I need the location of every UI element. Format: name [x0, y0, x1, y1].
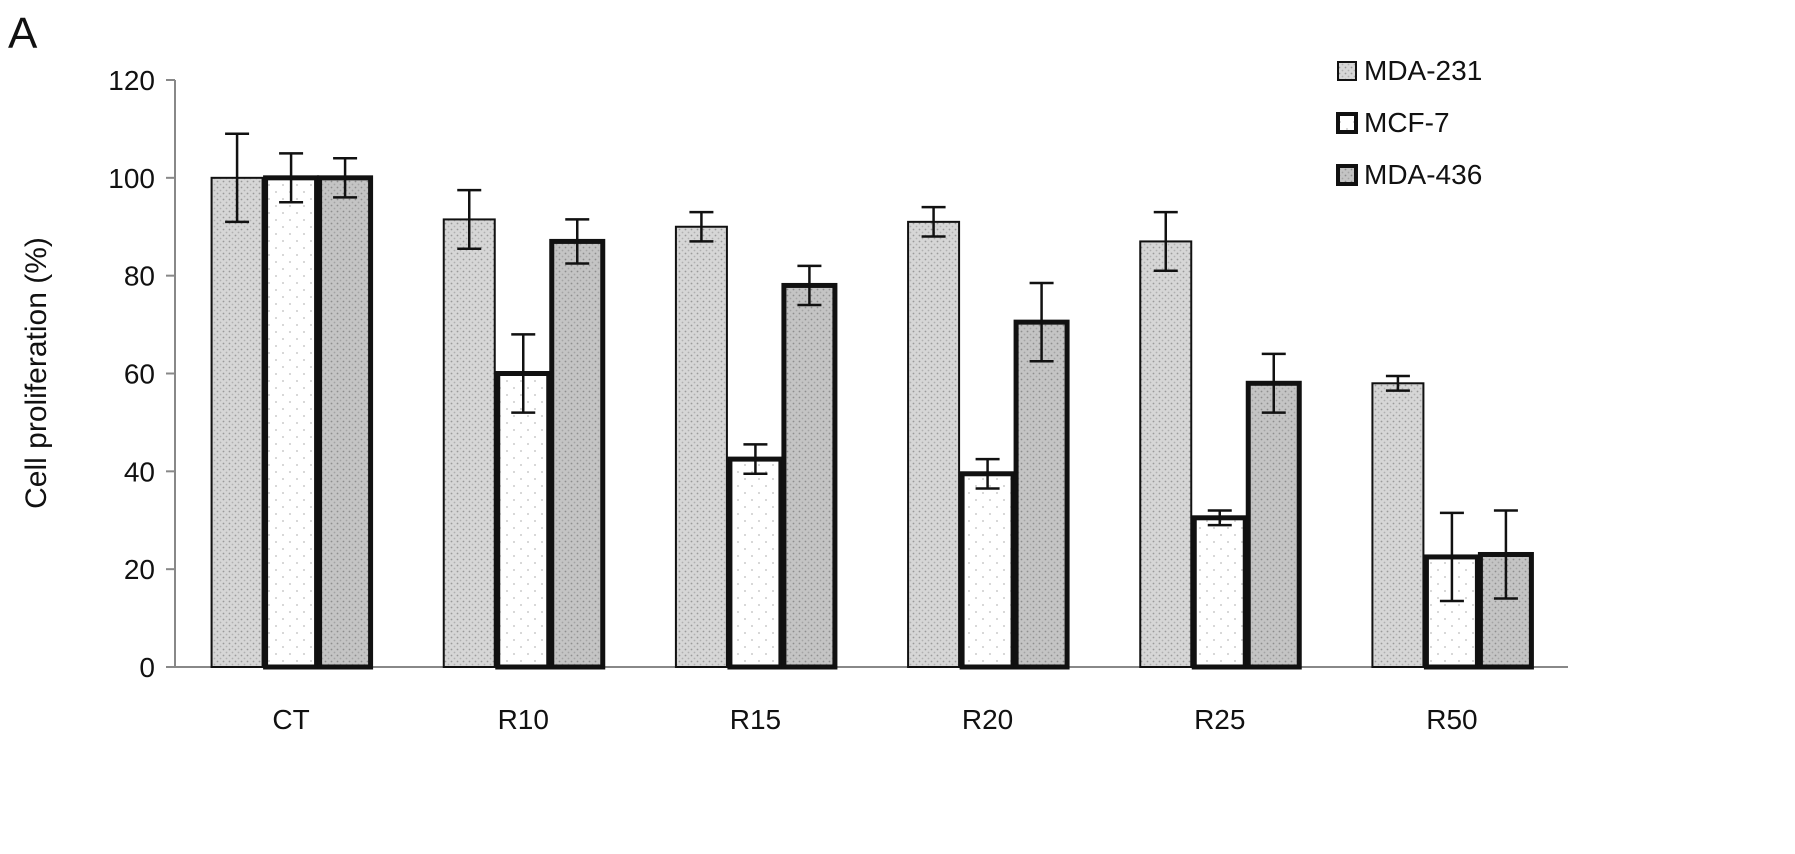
bar-mda231-r10 — [442, 218, 496, 668]
error-bar-mcf7-r10 — [511, 333, 536, 414]
y-tick-label-1: 20 — [124, 554, 155, 585]
error-bar-mcf7-r15 — [743, 443, 768, 476]
x-tick-label-r25: R25 — [1194, 704, 1245, 735]
y-tick-label-3: 60 — [124, 359, 155, 390]
error-bar-mda436-r10 — [565, 218, 590, 265]
bar-mda436-r20 — [1013, 319, 1070, 670]
error-bar-mda231-r25 — [1153, 210, 1178, 273]
bar-mda231-r15 — [674, 225, 728, 668]
bar-mda436-ct — [317, 175, 374, 670]
y-tick-label-0: 0 — [139, 652, 155, 683]
error-bar-mda231-r20 — [921, 205, 946, 238]
bar-mda231-r20 — [907, 220, 961, 668]
x-tick-label-r15: R15 — [730, 704, 781, 735]
bars-layer — [210, 175, 1534, 670]
y-tick-label-5: 100 — [108, 163, 155, 194]
error-bar-mda436-r25 — [1261, 352, 1286, 414]
x-axis: CT R10 R15 R20 R25 R50 — [175, 666, 1568, 735]
bar-mcf7-r15 — [727, 456, 784, 670]
error-bar-mda231-r50 — [1385, 374, 1410, 392]
legend-label: MDA-231 — [1364, 55, 1482, 86]
error-bar-mcf7-ct — [279, 152, 304, 204]
bar-mda436-r10 — [549, 238, 606, 670]
error-bars-layer — [225, 132, 1518, 603]
bar-mda231-r50 — [1371, 382, 1425, 668]
legend-label: MDA-436 — [1364, 159, 1482, 190]
bar-mcf7-r10 — [495, 371, 552, 670]
error-bar-mda231-ct — [225, 132, 250, 224]
y-tick-label-6: 120 — [108, 65, 155, 96]
bar-mda231-r25 — [1139, 240, 1193, 669]
bar-mcf7-r20 — [959, 471, 1016, 670]
error-bar-mda231-r15 — [689, 210, 714, 243]
y-tick-label-4: 80 — [124, 261, 155, 292]
error-bar-mda436-r50 — [1493, 509, 1518, 600]
y-axis: 0 20 40 60 80 100 120 — [108, 65, 176, 683]
panel-label: A — [8, 9, 38, 58]
y-tick-label-2: 40 — [124, 456, 155, 487]
error-bar-mcf7-r20 — [975, 457, 1000, 490]
error-bar-mda436-r20 — [1029, 281, 1054, 363]
x-tick-label-ct: CT — [272, 704, 309, 735]
bar-mcf7-r25 — [1191, 515, 1248, 670]
y-axis-label: Cell proliferation (%) — [20, 237, 53, 509]
x-tick-label-r50: R50 — [1426, 704, 1477, 735]
x-tick-label-r10: R10 — [498, 704, 549, 735]
error-bar-mda436-ct — [333, 157, 358, 199]
legend-swatch — [1336, 164, 1358, 186]
legend: MDA-231 MCF-7 MDA-436 — [1336, 55, 1482, 190]
error-bar-mcf7-r25 — [1207, 509, 1232, 527]
error-bar-mcf7-r50 — [1439, 511, 1464, 603]
error-bar-mda436-r15 — [797, 264, 822, 307]
legend-label: MCF-7 — [1364, 107, 1450, 138]
error-bar-mda231-r10 — [457, 188, 482, 251]
bar-mda436-r25 — [1245, 380, 1302, 670]
legend-swatch — [1336, 112, 1358, 134]
legend-swatch — [1337, 61, 1357, 81]
legend-item-mda231: MDA-231 — [1337, 55, 1482, 86]
x-tick-label-r20: R20 — [962, 704, 1013, 735]
bar-mcf7-ct — [263, 175, 320, 670]
bar-mda231-ct — [210, 176, 264, 668]
legend-item-mda436: MDA-436 — [1336, 159, 1482, 190]
bar-mda436-r15 — [781, 282, 838, 670]
legend-item-mcf7: MCF-7 — [1336, 107, 1450, 138]
